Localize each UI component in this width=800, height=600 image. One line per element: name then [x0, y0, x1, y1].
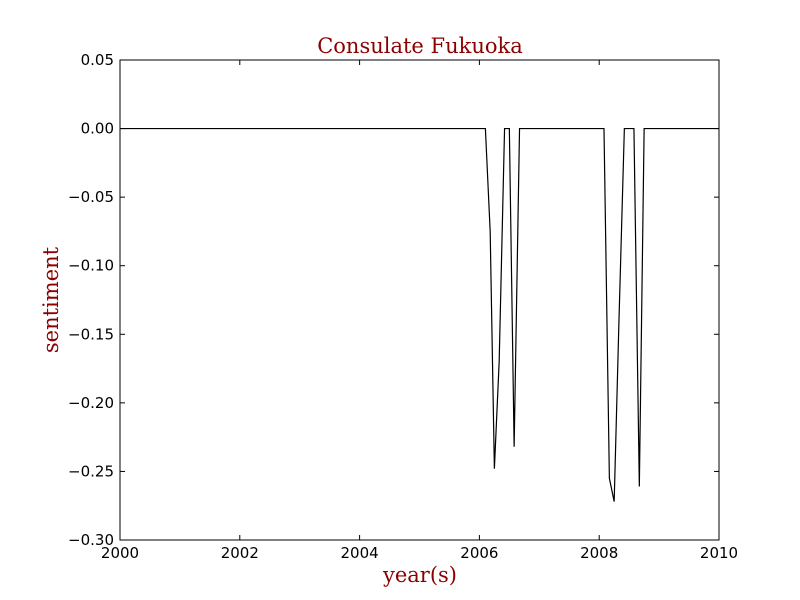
x-tick-label: 2004	[341, 544, 379, 562]
y-tick-label: −0.30	[68, 531, 114, 549]
plot-area	[120, 60, 719, 540]
y-axis-label: sentiment	[39, 246, 63, 353]
y-tick-label: −0.20	[68, 394, 114, 412]
y-tick-label: −0.05	[68, 188, 114, 206]
chart-title: Consulate Fukuoka	[317, 34, 523, 58]
y-tick-label: −0.25	[68, 462, 114, 480]
y-tick-label: 0.00	[81, 120, 114, 138]
y-tick-label: −0.15	[68, 325, 114, 343]
x-tick-label: 2008	[580, 544, 618, 562]
y-tick-label: 0.05	[81, 51, 114, 69]
x-axis-label: year(s)	[382, 563, 457, 587]
x-tick-label: 2010	[700, 544, 738, 562]
x-tick-label: 2002	[221, 544, 259, 562]
x-tick-label: 2006	[460, 544, 498, 562]
y-tick-label: −0.10	[68, 257, 114, 275]
